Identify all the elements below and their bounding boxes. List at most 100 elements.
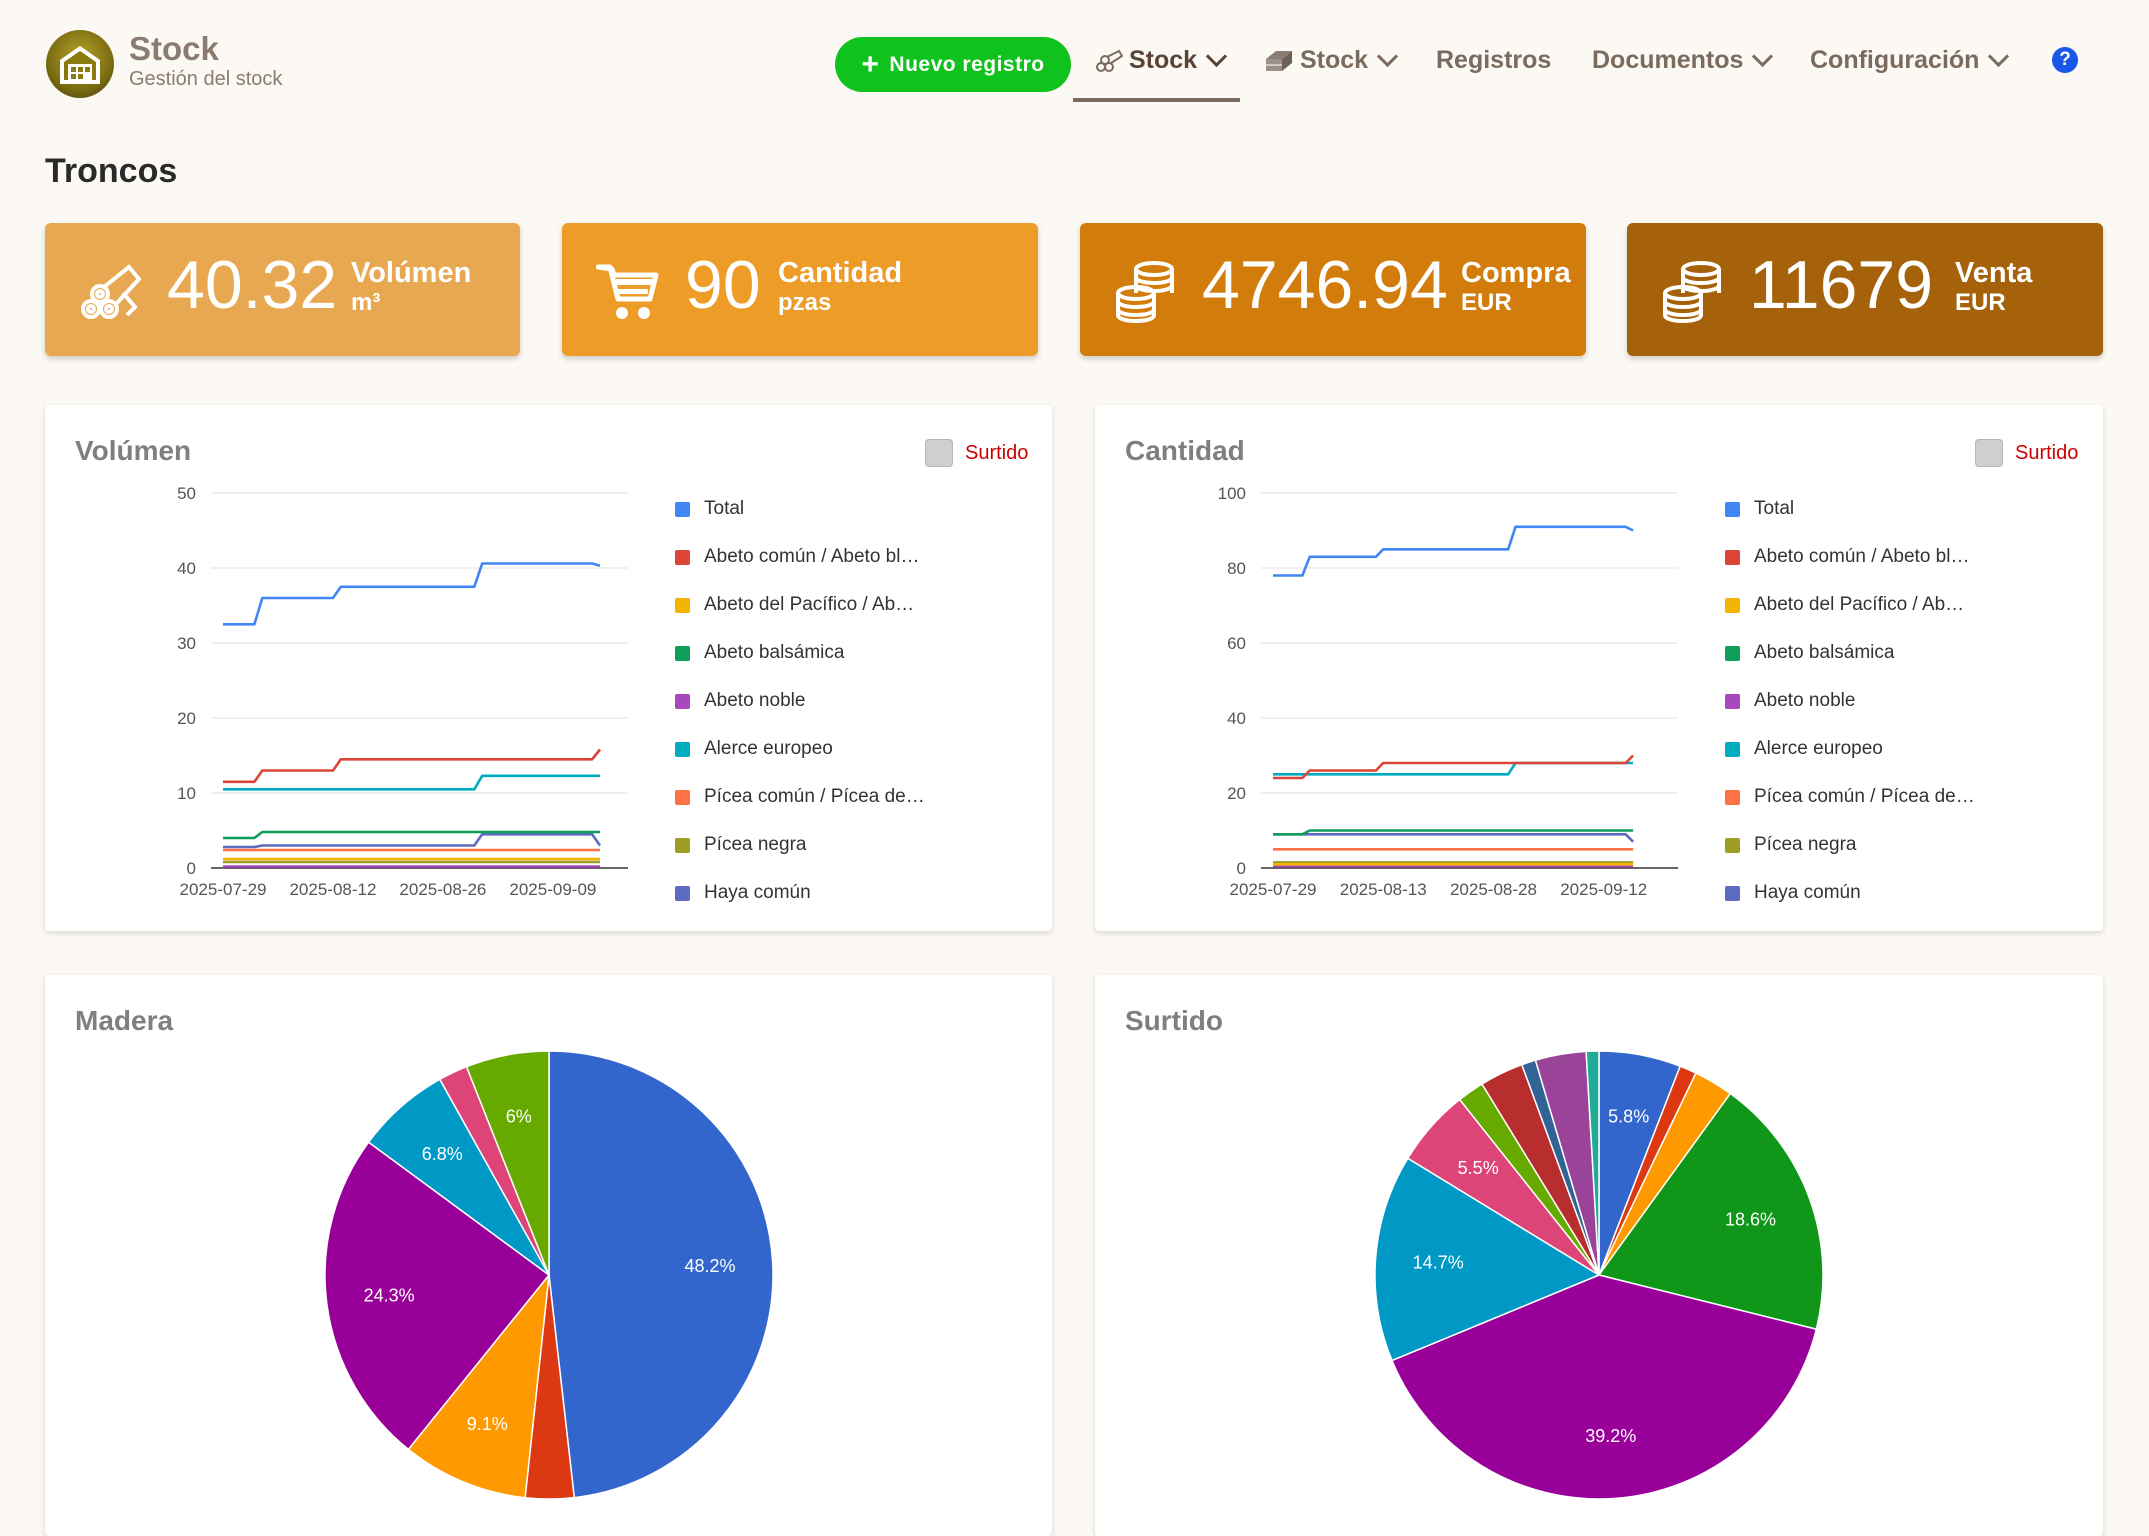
surtido-label: Surtido [965,441,1029,464]
legend-item[interactable]: Pícea negra [675,821,925,869]
stat-card-compra: 4746.94 Compra EUR [1080,223,1586,356]
pie-slice [324,1141,551,1451]
legend-item[interactable]: Pícea común / Pícea de… [675,773,925,821]
legend-item[interactable]: Abeto común / Abeto bl… [1725,533,1975,581]
legend-item[interactable]: Haya común [675,869,925,917]
nav-documentos[interactable]: Documentos [1592,45,1774,75]
pie-slice [1597,1092,1824,1331]
x-tick-label: 2025-08-26 [399,880,486,899]
chart-title-cantidad: Cantidad [1125,435,1245,466]
legend-item[interactable]: Alerce europeo [1725,725,1975,773]
slice-label: 14.7% [1413,1252,1464,1272]
nav-registros[interactable]: Registros [1436,46,1551,75]
logs-icon [81,264,142,319]
chart-title-surtido: Surtido [1125,1005,1223,1036]
slice-label: 6.8% [422,1144,463,1164]
legend-item[interactable]: Abeto del Pacífico / Ab… [675,581,925,629]
stat-compra-unit: EUR [1461,289,1512,316]
panel-surtido: Surtido 5.8% 18.6% 39.2% 14.7% 5.5% [1095,975,2103,1536]
legend-item[interactable]: Alerce europeo [675,725,925,773]
series-line [1273,754,1635,780]
legend-label: Abeto balsámica [704,642,845,663]
surtido-checkbox[interactable] [925,439,953,467]
legend-label: Pícea común / Pícea de… [704,786,925,807]
app-title: Stock [129,30,219,67]
legend-label: Alerce europeo [1754,738,1883,759]
help-icon[interactable]: ? [2052,47,2078,73]
slice-label: 48.2% [684,1256,735,1276]
nav-stock-lumber[interactable]: Stock [1264,45,1399,75]
stat-venta-label: Venta [1955,257,2033,289]
chevron-down-icon [1376,45,1399,68]
nav-stock-logs-label: Stock [1129,46,1198,74]
legend-swatch [1725,597,1740,613]
nav-stock-lumber-label: Stock [1300,46,1369,74]
legend-item[interactable]: Pícea común / Pícea de… [1725,773,1975,821]
y-tick-label: 0 [1237,859,1246,878]
warehouse-logo-icon[interactable] [46,30,114,98]
y-tick-label: 100 [1218,484,1246,503]
legend-item[interactable]: Abeto noble [675,677,925,725]
legend-label: Abeto balsámica [1754,642,1895,663]
legend-label: Abeto noble [704,690,806,711]
nav-configuracion[interactable]: Configuración [1810,45,2010,75]
legend-label: Total [1754,498,1795,519]
legend-item[interactable]: Haya común [1725,869,1975,917]
y-tick-label: 50 [177,484,196,503]
stat-volumen-value: 40.32 [167,247,338,323]
nav-stock-logs[interactable]: Stock [1095,45,1228,75]
legend-item[interactable]: Total [1725,485,1975,533]
legend-swatch [1725,501,1740,517]
x-tick-label: 2025-08-13 [1340,880,1427,899]
legend-swatch [675,597,690,613]
legend-swatch [1725,645,1740,661]
legend-swatch [1725,789,1740,805]
legend-item[interactable]: Total [675,485,925,533]
line-chart-cantidad: 0 20 40 60 80 100 2025-07-29 2025-08-13 2025-08-… [1218,484,1678,899]
active-tab-indicator [1073,98,1240,102]
page-title: Troncos [45,152,178,190]
panel-cantidad: Cantidad Surtido 0 20 40 60 80 100 2025-07-29 2… [1095,405,2103,931]
slice-label: 9.1% [467,1414,508,1434]
surtido-toggle-volumen[interactable]: Surtido [925,439,1028,467]
legend-item[interactable]: Abeto balsámica [675,629,925,677]
stat-volumen-unit: m³ [351,289,381,316]
surtido-toggle-cantidad[interactable]: Surtido [1975,439,2078,467]
pie-slice [1585,1050,1600,1276]
nav-registros-label: Registros [1436,46,1552,74]
legend-label: Pícea común / Pícea de… [1754,786,1975,807]
chevron-down-icon [1752,45,1774,68]
cart-icon [596,264,659,319]
y-tick-label: 0 [187,859,196,878]
series-line [223,774,600,791]
pie-slice [1390,1274,1818,1500]
legend-cantidad: Total Abeto común / Abeto bl… Abeto del Pa… [1725,485,1975,917]
y-tick-label: 20 [1227,784,1246,803]
legend-item[interactable]: Abeto del Pacífico / Ab… [1725,581,1975,629]
slice-label: 39.2% [1585,1426,1636,1446]
logs-icon [1096,49,1123,72]
stat-cantidad-value: 90 [685,247,761,323]
series-line [223,748,602,784]
legend-item[interactable]: Pícea negra [1725,821,1975,869]
stat-card-cantidad: 90 Cantidad pzas [562,223,1038,356]
surtido-checkbox[interactable] [1975,439,2003,467]
stat-compra-value: 4746.94 [1202,247,1448,323]
legend-item[interactable]: Abeto noble [1725,677,1975,725]
legend-label: Abeto del Pacífico / Ab… [704,594,915,615]
x-tick-label: 2025-08-28 [1450,880,1537,899]
slice-label: 18.6% [1725,1210,1776,1230]
legend-item[interactable]: Abeto común / Abeto bl… [675,533,925,581]
new-record-button[interactable]: + Nuevo registro [835,37,1071,92]
panel-madera: Madera 48.2% 9.1% 24.3% 6.8% 6% [45,975,1052,1536]
series-line [1273,829,1634,836]
legend-swatch [1725,693,1740,709]
y-tick-label: 30 [177,634,196,653]
legend-swatch [1725,549,1740,565]
legend-item[interactable]: Abeto balsámica [1725,629,1975,677]
nav-documentos-label: Documentos [1592,46,1744,74]
line-chart-volumen: 0 10 20 30 40 50 2025-07-29 2025-08-12 2025-08-2… [177,484,628,899]
y-tick-label: 40 [1227,709,1246,728]
series-line [223,830,600,840]
y-tick-label: 80 [1227,559,1246,578]
